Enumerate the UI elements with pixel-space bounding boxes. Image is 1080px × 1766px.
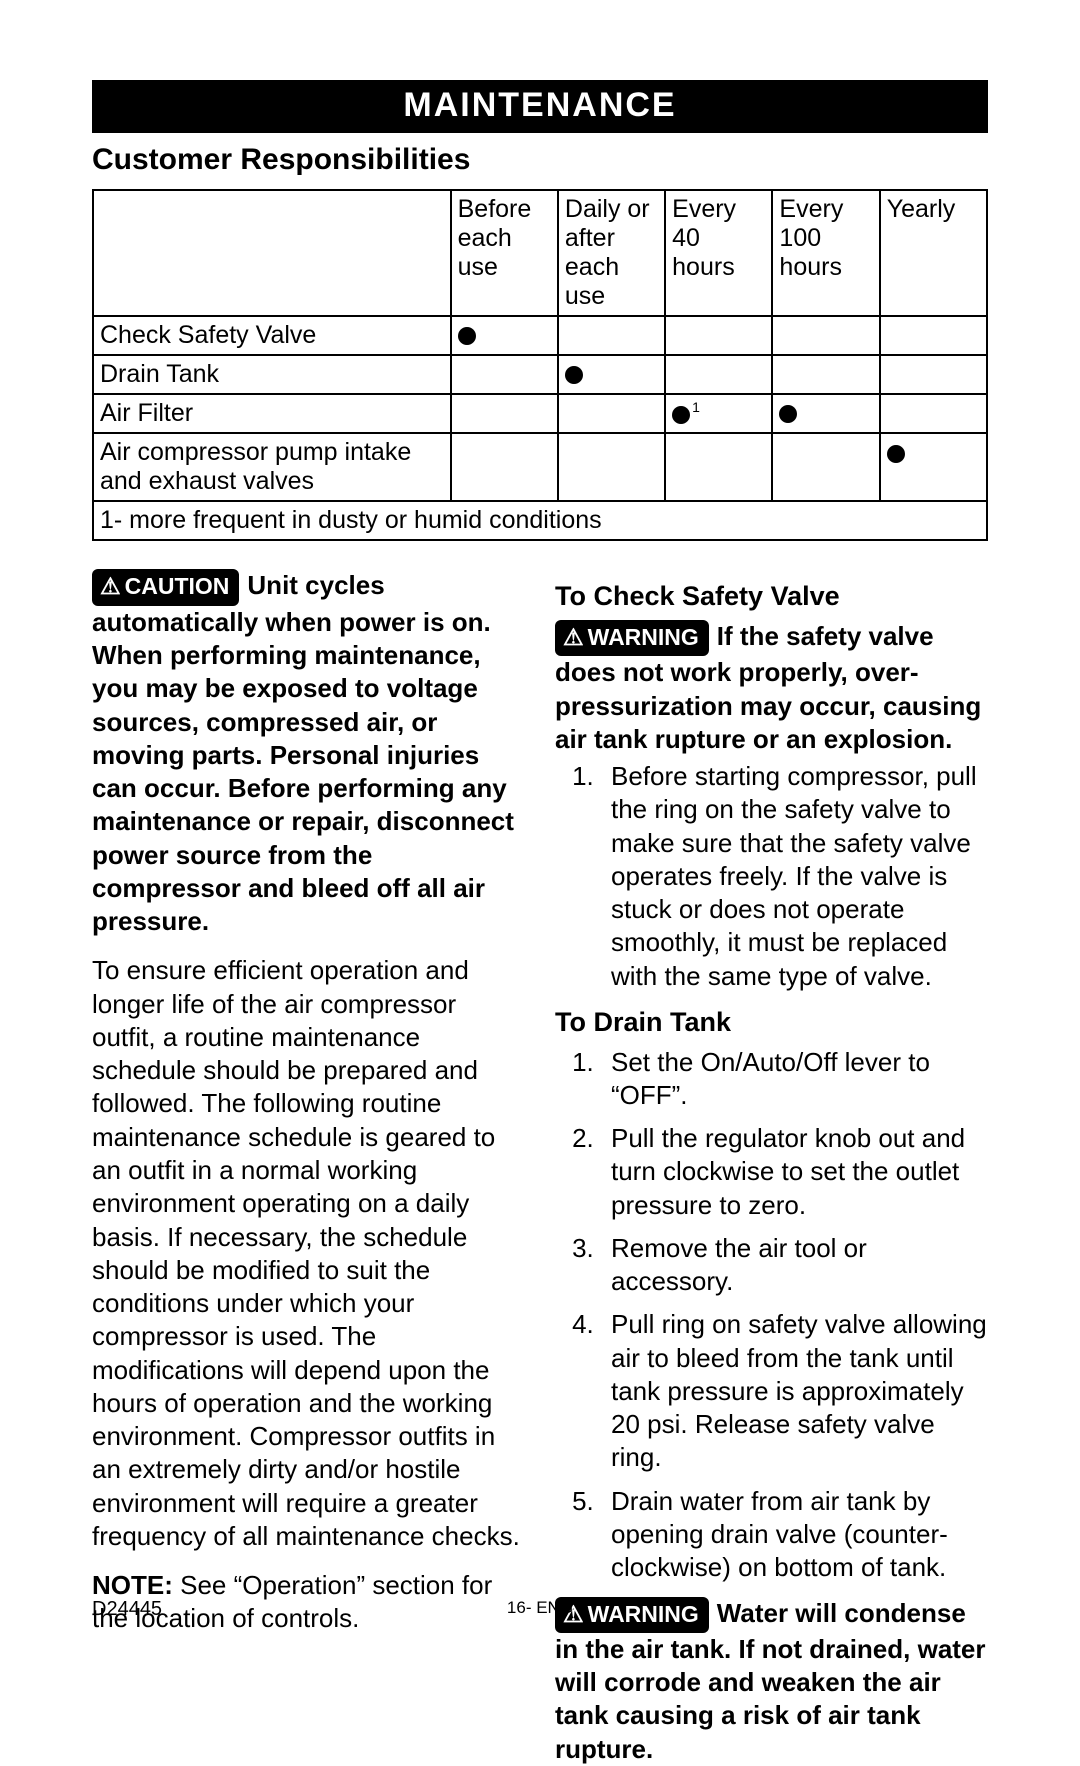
list-item: Pull the regulator knob out and turn clo… bbox=[601, 1122, 988, 1222]
row-label: Air Filter bbox=[93, 394, 451, 433]
list-item: Remove the air tool or accessory. bbox=[601, 1232, 988, 1299]
table-header-row: Before each use Daily or after each use … bbox=[93, 190, 987, 316]
body-paragraph: To ensure efficient operation and longer… bbox=[92, 954, 525, 1553]
list-item: Pull ring on safety valve allowing air t… bbox=[601, 1308, 988, 1474]
left-column: ⚠CAUTIONUnit cycles automatically when p… bbox=[92, 569, 525, 1766]
warning-badge: ⚠WARNING bbox=[555, 620, 709, 656]
cell bbox=[451, 433, 558, 501]
dot-icon bbox=[672, 406, 690, 424]
cell bbox=[558, 433, 665, 501]
check-safety-valve-heading: To Check Safety Valve bbox=[555, 579, 988, 614]
footnote-ref: 1 bbox=[692, 399, 700, 415]
cell bbox=[665, 355, 772, 394]
drain-steps-list: Set the On/Auto/Off lever to “OFF”. Pull… bbox=[555, 1046, 988, 1585]
cell: 1 bbox=[665, 394, 772, 433]
warning-triangle-icon: ⚠ bbox=[100, 573, 121, 599]
note-label: NOTE: bbox=[92, 1570, 173, 1600]
drain-tank-heading: To Drain Tank bbox=[555, 1005, 988, 1040]
cell bbox=[665, 316, 772, 355]
table-footnote: 1- more frequent in dusty or humid condi… bbox=[93, 501, 987, 540]
caution-block: ⚠CAUTIONUnit cycles automatically when p… bbox=[92, 569, 525, 938]
cell bbox=[558, 355, 665, 394]
row-label: Check Safety Valve bbox=[93, 316, 451, 355]
table-row: Air compressor pump intake and exhaust v… bbox=[93, 433, 987, 501]
cell bbox=[451, 316, 558, 355]
cell bbox=[558, 316, 665, 355]
dot-icon bbox=[458, 327, 476, 345]
cell bbox=[558, 394, 665, 433]
section-banner: MAINTENANCE bbox=[92, 80, 988, 133]
cell bbox=[880, 394, 987, 433]
cell bbox=[880, 316, 987, 355]
table-row: Air Filter 1 bbox=[93, 394, 987, 433]
maintenance-table: Before each use Daily or after each use … bbox=[92, 189, 988, 541]
footer-center: 16- ENG bbox=[92, 1598, 988, 1618]
dot-icon bbox=[887, 445, 905, 463]
page-footer: D24445 16- ENG bbox=[92, 1598, 988, 1621]
warning-block: ⚠WARNINGWater will condense in the air t… bbox=[555, 1597, 988, 1766]
col-header: Every 100 hours bbox=[772, 190, 879, 316]
col-header: Yearly bbox=[880, 190, 987, 316]
subtitle: Customer Responsibilities bbox=[92, 143, 988, 177]
list-item: Set the On/Auto/Off lever to “OFF”. bbox=[601, 1046, 988, 1113]
cell bbox=[772, 355, 879, 394]
badge-label: CAUTION bbox=[125, 573, 230, 599]
cell bbox=[880, 433, 987, 501]
cell bbox=[880, 355, 987, 394]
list-item: Drain water from air tank by opening dra… bbox=[601, 1485, 988, 1585]
dot-icon bbox=[565, 366, 583, 384]
row-label: Drain Tank bbox=[93, 355, 451, 394]
cell bbox=[451, 355, 558, 394]
cell bbox=[772, 316, 879, 355]
manual-page: MAINTENANCE Customer Responsibilities Be… bbox=[0, 0, 1080, 1669]
col-header: Every 40 hours bbox=[665, 190, 772, 316]
col-header: Before each use bbox=[451, 190, 558, 316]
check-steps-list: Before starting compressor, pull the rin… bbox=[555, 760, 988, 993]
cell bbox=[772, 394, 879, 433]
table-row: Check Safety Valve bbox=[93, 316, 987, 355]
cell bbox=[451, 394, 558, 433]
cell bbox=[665, 433, 772, 501]
warning-block: ⚠WARNINGIf the safety valve does not wor… bbox=[555, 620, 988, 756]
col-header: Daily or after each use bbox=[558, 190, 665, 316]
col-header bbox=[93, 190, 451, 316]
cell bbox=[772, 433, 879, 501]
dot-icon bbox=[779, 405, 797, 423]
table-footnote-row: 1- more frequent in dusty or humid condi… bbox=[93, 501, 987, 540]
table-row: Drain Tank bbox=[93, 355, 987, 394]
badge-label: WARNING bbox=[588, 624, 699, 650]
right-column: To Check Safety Valve ⚠WARNINGIf the saf… bbox=[555, 569, 988, 1766]
caution-text: Unit cycles automatically when power is … bbox=[92, 570, 514, 936]
content-columns: ⚠CAUTIONUnit cycles automatically when p… bbox=[92, 569, 988, 1766]
list-item: Before starting compressor, pull the rin… bbox=[601, 760, 988, 993]
row-label: Air compressor pump intake and exhaust v… bbox=[93, 433, 451, 501]
warning-triangle-icon: ⚠ bbox=[563, 624, 584, 650]
caution-badge: ⚠CAUTION bbox=[92, 569, 239, 605]
